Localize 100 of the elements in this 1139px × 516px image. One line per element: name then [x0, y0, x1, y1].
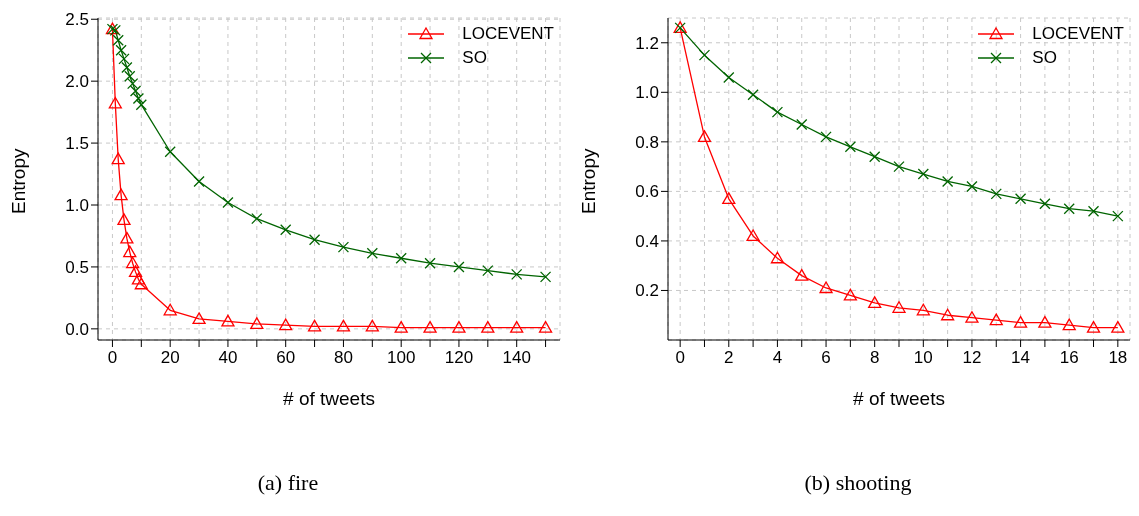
point: [868, 296, 882, 308]
point: [395, 252, 407, 264]
point: [510, 320, 524, 333]
point: [1014, 193, 1027, 205]
y-tick-label: 0.0: [65, 319, 89, 339]
x-tick-label: 6: [821, 348, 831, 367]
x-tick-label: 20: [160, 348, 180, 367]
x-axis-title: # of tweets: [853, 388, 945, 409]
x-tick-label: 8: [869, 348, 880, 367]
x-tick-label: 2: [724, 348, 734, 367]
x-tick-label: 40: [218, 348, 238, 367]
text: (a) fire: [257, 470, 319, 496]
point: [1038, 316, 1052, 328]
point: [723, 71, 735, 84]
point: [538, 320, 553, 333]
point: [163, 303, 177, 316]
point: [222, 196, 234, 209]
point: [423, 320, 437, 333]
x-tick-label: 100: [387, 348, 416, 367]
point: [193, 175, 205, 188]
point: [126, 256, 140, 269]
point: [308, 234, 321, 246]
x-tick-label: 80: [333, 348, 353, 367]
point: [452, 320, 466, 333]
point: [108, 96, 122, 109]
point: [366, 247, 378, 259]
point: [1086, 320, 1101, 333]
point: [128, 265, 143, 278]
point: [394, 320, 408, 333]
x-tick-label: 140: [502, 348, 531, 367]
point: [365, 319, 379, 332]
point: [965, 311, 979, 323]
point: [893, 160, 905, 173]
legend-label: SO: [462, 48, 487, 68]
point: [990, 188, 1002, 200]
y-tick-label: 0.5: [65, 257, 89, 277]
point: [796, 118, 808, 131]
x-tick-label: 120: [444, 348, 474, 367]
y-axis-title: Entropy: [7, 148, 29, 214]
y-tick-label: 1.2: [635, 33, 659, 53]
point: [966, 180, 978, 193]
point: [1112, 210, 1124, 222]
point: [117, 213, 131, 226]
point: [869, 151, 881, 163]
y-tick-label: 0.4: [635, 231, 659, 251]
y-tick-label: 2.5: [65, 10, 89, 30]
x-tick-label: 0: [107, 348, 118, 367]
x-axis-title: # of tweets: [283, 388, 375, 409]
y-tick-label: 2.0: [65, 72, 89, 92]
point: [424, 257, 436, 269]
point: [121, 61, 133, 74]
point: [940, 308, 955, 321]
point: [892, 301, 906, 313]
point: [482, 265, 494, 277]
x-tick-label: 10: [913, 348, 933, 367]
point: [917, 168, 929, 180]
legend-label: LOCEVENT: [462, 24, 554, 44]
point: [1013, 316, 1028, 328]
legend-label: LOCEVENT: [1032, 24, 1124, 44]
legend-label: SO: [1032, 48, 1057, 68]
point: [120, 231, 134, 244]
point: [941, 175, 954, 188]
y-tick-label: 1.0: [635, 83, 659, 103]
point: [770, 251, 785, 264]
x-tick-label: 60: [276, 348, 296, 367]
x-tick-label: 12: [962, 348, 982, 367]
point: [132, 92, 145, 105]
point: [698, 49, 711, 61]
y-axis-title: Entropy: [577, 148, 599, 214]
point: [722, 192, 736, 204]
point: [1039, 198, 1051, 210]
x-tick-label: 4: [772, 348, 783, 367]
point: [820, 131, 832, 143]
point: [771, 106, 784, 118]
point: [280, 224, 292, 236]
x-tick-label: 14: [1011, 348, 1031, 367]
point: [118, 53, 130, 65]
point: [819, 281, 833, 294]
point: [164, 146, 176, 158]
point: [279, 318, 293, 331]
point: [115, 44, 127, 56]
point: [221, 314, 235, 327]
x-tick-label: 16: [1059, 348, 1079, 367]
point: [131, 272, 146, 285]
point: [697, 130, 712, 143]
text: (b) shooting: [804, 470, 912, 496]
point: [843, 288, 858, 301]
point: [1087, 205, 1100, 217]
point: [123, 245, 137, 258]
point: [251, 212, 263, 225]
x-tick-label: 18: [1108, 348, 1128, 367]
point: [250, 317, 264, 330]
point: [134, 277, 148, 290]
point: [1063, 203, 1075, 215]
y-tick-label: 0.6: [635, 182, 659, 202]
point: [481, 320, 495, 333]
point: [307, 319, 322, 332]
y-tick-label: 1.0: [65, 196, 89, 216]
point: [192, 312, 206, 325]
point: [124, 70, 136, 82]
